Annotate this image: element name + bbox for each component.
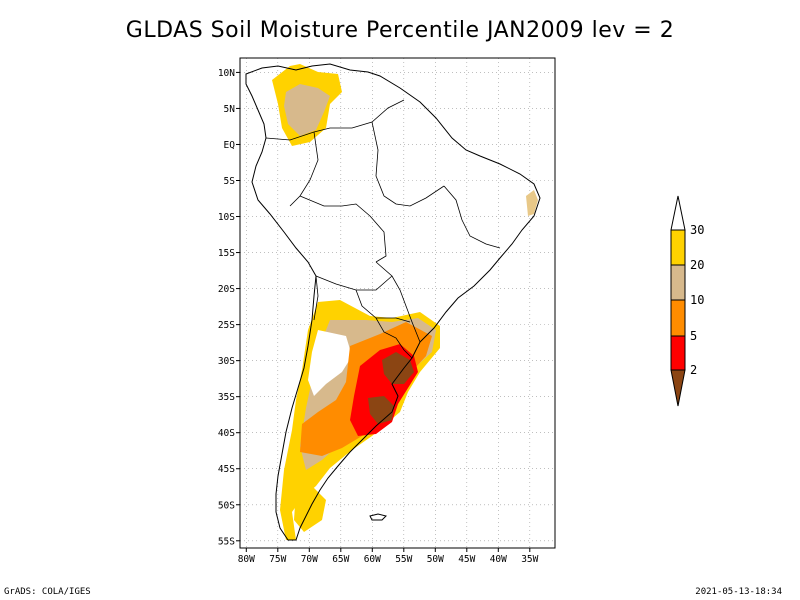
country-borders bbox=[265, 99, 501, 359]
lat-tick-label: 45S bbox=[218, 464, 235, 475]
footer-timestamp: 2021-05-13-18:34 bbox=[695, 587, 782, 597]
lat-tick-label: 5N bbox=[224, 104, 236, 115]
colorbar-label: 20 bbox=[690, 258, 704, 272]
colorbar-above-30 bbox=[670, 195, 686, 231]
lat-tick-label: 55S bbox=[218, 536, 235, 547]
colorbar: 30 20 10 5 2 bbox=[670, 195, 704, 407]
lat-tick-label: 5S bbox=[224, 176, 236, 187]
colorbar-5-10 bbox=[670, 299, 686, 337]
lat-tick-label: 50S bbox=[218, 500, 235, 511]
colorbar-label: 10 bbox=[690, 293, 704, 307]
shade-brown-pampas bbox=[368, 396, 394, 424]
lat-tick-label: 10S bbox=[218, 212, 235, 223]
colorbar-below-2 bbox=[670, 369, 686, 407]
lon-tick-label: 80W bbox=[238, 554, 255, 565]
colorbar-2-5 bbox=[670, 335, 686, 371]
shade-ne-tan bbox=[526, 190, 538, 216]
colorbar-10-20 bbox=[670, 264, 686, 301]
lat-tick-label: 30S bbox=[218, 356, 235, 367]
lon-tick-label: 60W bbox=[364, 554, 381, 565]
shade-brown-east bbox=[382, 352, 414, 384]
continent-outline bbox=[245, 63, 541, 541]
falkland-islands bbox=[369, 513, 387, 521]
map-frame bbox=[239, 57, 556, 549]
lon-tick-label: 75W bbox=[269, 554, 286, 565]
chart-title: GLDAS Soil Moisture Percentile JAN2009 l… bbox=[125, 18, 675, 43]
lat-tick-label: 35S bbox=[218, 392, 235, 403]
shade-north-tan bbox=[284, 84, 330, 136]
colorbar-label: 30 bbox=[690, 223, 704, 237]
colorbar-20-30 bbox=[670, 229, 686, 266]
lon-tick-label: 35W bbox=[521, 554, 538, 565]
colorbar-label: 5 bbox=[690, 329, 697, 343]
lat-tick-label: 15S bbox=[218, 248, 235, 259]
axis-ticks: 80W 75W 70W 65W 60W 55W 50W 45W 40W 35W 10N 5N EQ 5S 1… bbox=[218, 68, 539, 565]
colorbar-label: 2 bbox=[690, 363, 697, 377]
lon-tick-label: 65W bbox=[332, 554, 349, 565]
dryness-shading bbox=[272, 64, 538, 540]
footer-source: GrADS: COLA/IGES bbox=[4, 587, 91, 597]
lat-tick-label: 20S bbox=[218, 284, 235, 295]
lat-tick-label: EQ bbox=[224, 140, 236, 151]
lon-tick-label: 70W bbox=[301, 554, 318, 565]
lat-tick-label: 25S bbox=[218, 320, 235, 331]
lon-tick-label: 45W bbox=[458, 554, 475, 565]
shade-argentina-white bbox=[308, 330, 352, 396]
lon-tick-label: 55W bbox=[395, 554, 412, 565]
lon-tick-label: 50W bbox=[427, 554, 444, 565]
lat-tick-label: 40S bbox=[218, 428, 235, 439]
lon-tick-label: 40W bbox=[490, 554, 507, 565]
lat-tick-label: 10N bbox=[218, 68, 235, 79]
